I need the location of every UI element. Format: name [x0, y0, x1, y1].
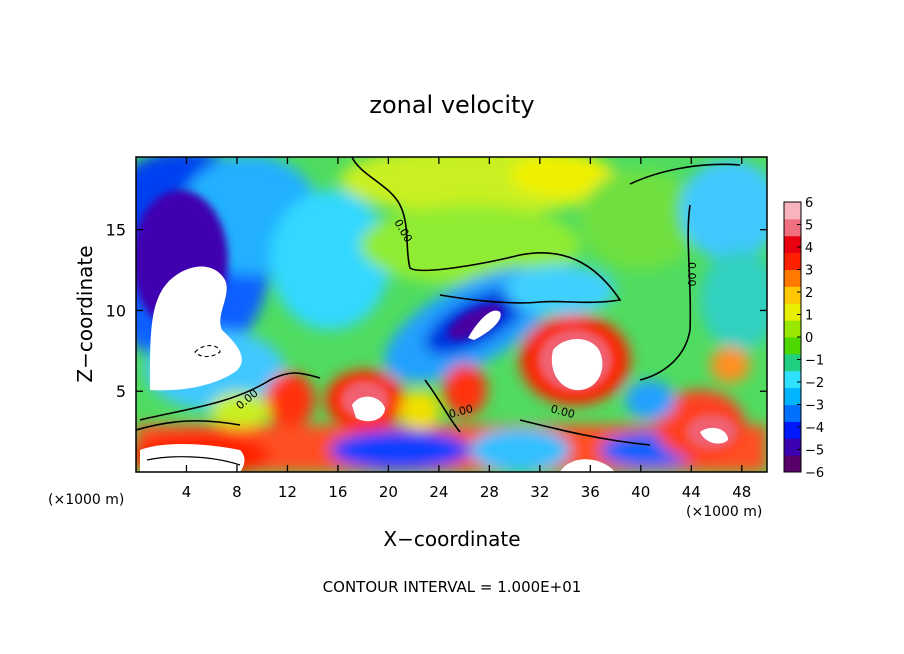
colorbar-tick-label: −2 [805, 376, 824, 391]
x-tick-label: 40 [631, 483, 650, 501]
x-tick-label: 32 [530, 483, 549, 501]
colorbar-tick-label: −4 [805, 421, 824, 436]
heatmap-field [136, 157, 767, 472]
contour-label: 0.00 [549, 402, 576, 421]
colorbar-swatch [784, 337, 801, 355]
contour-label: 0.00 [685, 262, 698, 287]
colorbar-swatch [784, 370, 801, 389]
x-tick-label: 20 [379, 483, 398, 501]
colorbar-tick-label: 0 [805, 331, 813, 346]
x-axis-ticks: 4 8 12 16 20 24 28 32 36 40 44 48 [182, 157, 751, 501]
contour-label: 0.00 [447, 402, 474, 421]
x-tick-label: 24 [429, 483, 448, 501]
colorbar-swatch [784, 387, 801, 405]
contour-interval-note: CONTOUR INTERVAL = 1.000E+01 [323, 578, 582, 596]
colorbar-tick-label: 6 [805, 196, 813, 211]
colorbar-tick-label: −6 [805, 466, 824, 481]
y-tick-label: 15 [106, 221, 126, 240]
y-tick-label: 10 [106, 301, 126, 320]
x-tick-label: 48 [732, 483, 751, 501]
colorbar-swatch [784, 286, 801, 304]
colorbar-swatch [784, 269, 801, 287]
colorbar-tick-label: 4 [805, 241, 813, 256]
plot-frame [135, 156, 768, 473]
x-tick-label: 8 [232, 483, 242, 501]
colorbar-tick-label: −1 [805, 354, 824, 369]
colorbar-tick-label: 3 [805, 264, 813, 279]
colorbar-swatch [784, 320, 801, 338]
chart-title: zonal velocity [369, 91, 534, 119]
y-tick-label: 5 [116, 382, 126, 401]
x-unit-label-left: (×1000 m) [48, 492, 124, 508]
colorbar-swatch [784, 218, 801, 237]
y-axis-title: Z−coordinate [73, 245, 97, 382]
x-tick-label: 16 [328, 483, 347, 501]
colorbar-tick-label: −5 [805, 444, 824, 459]
colorbar-labels: 6 5 4 3 2 1 0 −1 −2 −3 −4 −5 −6 [797, 196, 824, 481]
x-tick-label: 36 [581, 483, 600, 501]
x-axis-title: X−coordinate [383, 527, 520, 551]
x-tick-label: 44 [682, 483, 701, 501]
colorbar-tick-label: 1 [805, 309, 813, 324]
x-tick-label: 28 [480, 483, 499, 501]
colorbar-swatch [784, 303, 801, 321]
x-tick-label: 4 [182, 483, 192, 501]
colorbar-tick-label: 2 [805, 286, 813, 301]
x-tick-label: 12 [278, 483, 297, 501]
colorbar-tick-label: 5 [805, 219, 813, 234]
colorbar-swatch [784, 438, 801, 456]
colorbar-swatch [784, 353, 801, 372]
y-axis-ticks: 5 10 15 [106, 221, 767, 401]
colorbar-swatch [784, 202, 801, 220]
colorbar-swatch [784, 421, 801, 439]
colorbar-swatch [784, 235, 801, 254]
colorbar-swatch [784, 455, 801, 473]
colorbar-swatch [784, 404, 801, 422]
x-unit-label-right: (×1000 m) [686, 504, 762, 520]
colorbar-swatch [784, 252, 801, 270]
colorbar [783, 201, 802, 473]
colorbar-tick-label: −3 [805, 399, 824, 414]
zero-contours [136, 157, 741, 466]
